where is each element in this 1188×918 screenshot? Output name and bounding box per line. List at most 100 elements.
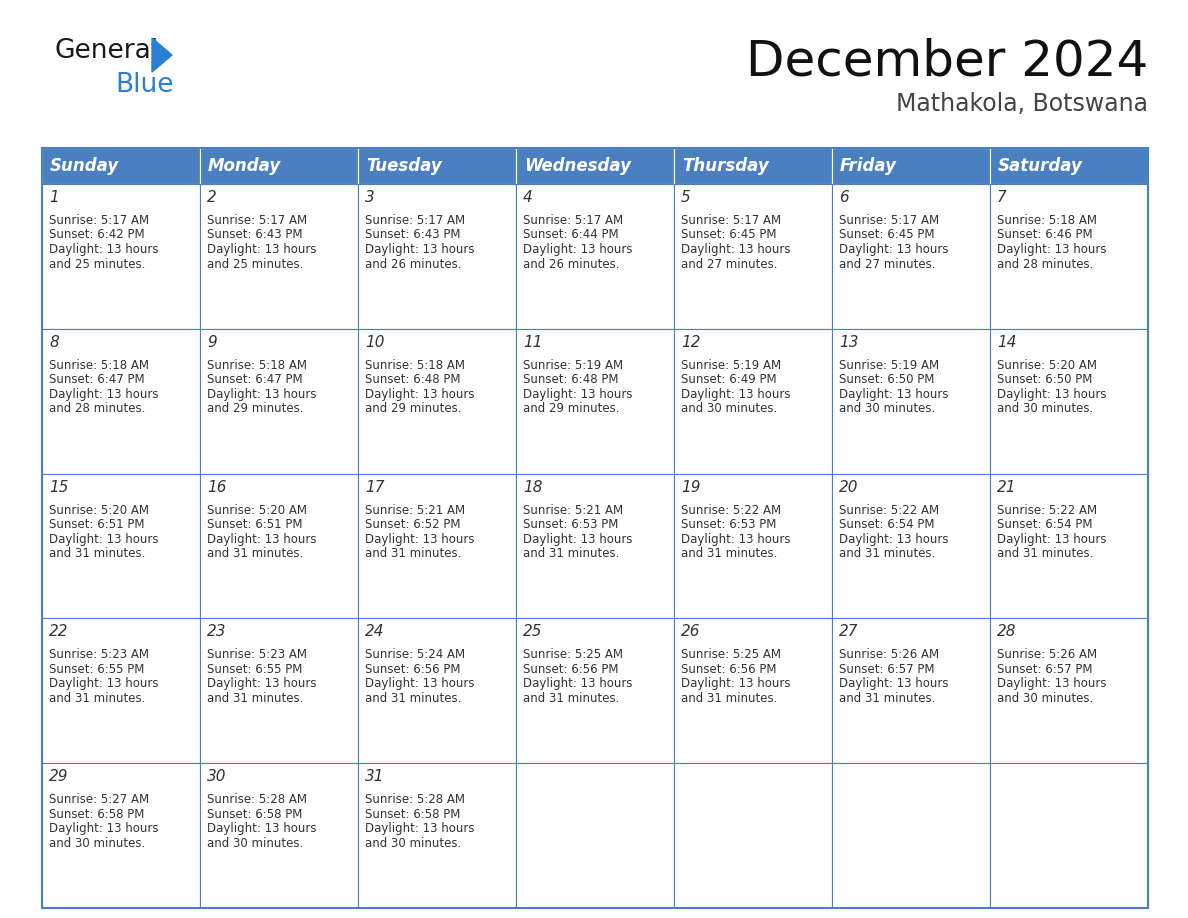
Text: Daylight: 13 hours: Daylight: 13 hours bbox=[681, 243, 790, 256]
Text: Daylight: 13 hours: Daylight: 13 hours bbox=[523, 243, 632, 256]
Text: and 31 minutes.: and 31 minutes. bbox=[523, 692, 619, 705]
Text: Sunrise: 5:22 AM: Sunrise: 5:22 AM bbox=[997, 504, 1098, 517]
Text: Daylight: 13 hours: Daylight: 13 hours bbox=[365, 823, 474, 835]
Text: Daylight: 13 hours: Daylight: 13 hours bbox=[49, 823, 158, 835]
Text: Sunset: 6:43 PM: Sunset: 6:43 PM bbox=[365, 229, 461, 241]
Text: Sunset: 6:58 PM: Sunset: 6:58 PM bbox=[365, 808, 461, 821]
Text: Sunset: 6:43 PM: Sunset: 6:43 PM bbox=[207, 229, 303, 241]
Text: and 31 minutes.: and 31 minutes. bbox=[523, 547, 619, 560]
Text: 8: 8 bbox=[49, 335, 58, 350]
Text: Sunrise: 5:23 AM: Sunrise: 5:23 AM bbox=[49, 648, 148, 661]
Text: 28: 28 bbox=[997, 624, 1017, 640]
Text: Sunset: 6:50 PM: Sunset: 6:50 PM bbox=[997, 374, 1093, 386]
Text: and 29 minutes.: and 29 minutes. bbox=[523, 402, 619, 415]
Text: Sunrise: 5:19 AM: Sunrise: 5:19 AM bbox=[839, 359, 940, 372]
Text: Daylight: 13 hours: Daylight: 13 hours bbox=[523, 677, 632, 690]
Text: Wednesday: Wednesday bbox=[524, 157, 631, 175]
Bar bbox=[200, 329, 358, 474]
Text: 26: 26 bbox=[681, 624, 701, 640]
Bar bbox=[990, 763, 1148, 908]
Text: Daylight: 13 hours: Daylight: 13 hours bbox=[839, 243, 948, 256]
Text: Sunrise: 5:17 AM: Sunrise: 5:17 AM bbox=[49, 214, 150, 227]
Text: 22: 22 bbox=[49, 624, 69, 640]
Text: Sunset: 6:58 PM: Sunset: 6:58 PM bbox=[207, 808, 303, 821]
Text: Sunday: Sunday bbox=[50, 157, 119, 175]
Text: Sunrise: 5:18 AM: Sunrise: 5:18 AM bbox=[365, 359, 465, 372]
Text: Daylight: 13 hours: Daylight: 13 hours bbox=[365, 532, 474, 545]
Bar bbox=[358, 184, 516, 329]
Text: Sunset: 6:48 PM: Sunset: 6:48 PM bbox=[523, 374, 619, 386]
Text: Sunrise: 5:25 AM: Sunrise: 5:25 AM bbox=[523, 648, 623, 661]
Text: Sunset: 6:45 PM: Sunset: 6:45 PM bbox=[839, 229, 935, 241]
Text: Daylight: 13 hours: Daylight: 13 hours bbox=[207, 387, 316, 401]
Text: and 30 minutes.: and 30 minutes. bbox=[207, 836, 303, 850]
Text: Daylight: 13 hours: Daylight: 13 hours bbox=[997, 387, 1106, 401]
Text: and 31 minutes.: and 31 minutes. bbox=[997, 547, 1093, 560]
Text: and 30 minutes.: and 30 minutes. bbox=[49, 836, 145, 850]
Text: Sunrise: 5:25 AM: Sunrise: 5:25 AM bbox=[681, 648, 781, 661]
Bar bbox=[358, 474, 516, 619]
Bar bbox=[674, 474, 832, 619]
Text: Sunset: 6:48 PM: Sunset: 6:48 PM bbox=[365, 374, 461, 386]
Text: Sunrise: 5:20 AM: Sunrise: 5:20 AM bbox=[997, 359, 1097, 372]
Text: Sunrise: 5:19 AM: Sunrise: 5:19 AM bbox=[681, 359, 782, 372]
Bar bbox=[990, 148, 1148, 184]
Bar bbox=[200, 474, 358, 619]
Text: Sunrise: 5:19 AM: Sunrise: 5:19 AM bbox=[523, 359, 624, 372]
Bar bbox=[674, 329, 832, 474]
Bar bbox=[42, 148, 200, 184]
Bar bbox=[832, 184, 990, 329]
Text: Sunset: 6:57 PM: Sunset: 6:57 PM bbox=[997, 663, 1093, 676]
Bar bbox=[42, 474, 200, 619]
Text: and 31 minutes.: and 31 minutes. bbox=[365, 692, 461, 705]
Text: Daylight: 13 hours: Daylight: 13 hours bbox=[997, 243, 1106, 256]
Text: 11: 11 bbox=[523, 335, 543, 350]
Text: 20: 20 bbox=[839, 479, 859, 495]
Text: Thursday: Thursday bbox=[682, 157, 769, 175]
Text: 9: 9 bbox=[207, 335, 216, 350]
Text: 14: 14 bbox=[997, 335, 1017, 350]
Text: Sunrise: 5:17 AM: Sunrise: 5:17 AM bbox=[207, 214, 308, 227]
Text: Sunrise: 5:18 AM: Sunrise: 5:18 AM bbox=[49, 359, 148, 372]
Text: Sunset: 6:46 PM: Sunset: 6:46 PM bbox=[997, 229, 1093, 241]
Bar bbox=[990, 184, 1148, 329]
Text: Daylight: 13 hours: Daylight: 13 hours bbox=[681, 677, 790, 690]
Text: and 31 minutes.: and 31 minutes. bbox=[681, 692, 777, 705]
Text: and 31 minutes.: and 31 minutes. bbox=[365, 547, 461, 560]
Text: Daylight: 13 hours: Daylight: 13 hours bbox=[365, 387, 474, 401]
Text: Sunrise: 5:21 AM: Sunrise: 5:21 AM bbox=[523, 504, 624, 517]
Text: Daylight: 13 hours: Daylight: 13 hours bbox=[207, 677, 316, 690]
Text: and 30 minutes.: and 30 minutes. bbox=[997, 402, 1093, 415]
Text: Blue: Blue bbox=[115, 72, 173, 98]
Text: Saturday: Saturday bbox=[998, 157, 1083, 175]
Bar bbox=[674, 619, 832, 763]
Text: and 30 minutes.: and 30 minutes. bbox=[365, 836, 461, 850]
Text: Daylight: 13 hours: Daylight: 13 hours bbox=[839, 387, 948, 401]
Text: Sunrise: 5:17 AM: Sunrise: 5:17 AM bbox=[365, 214, 466, 227]
Text: Sunrise: 5:17 AM: Sunrise: 5:17 AM bbox=[523, 214, 624, 227]
Text: Daylight: 13 hours: Daylight: 13 hours bbox=[207, 823, 316, 835]
Bar bbox=[42, 148, 1148, 908]
Text: Sunset: 6:52 PM: Sunset: 6:52 PM bbox=[365, 518, 461, 532]
Text: 12: 12 bbox=[681, 335, 701, 350]
Text: Sunrise: 5:17 AM: Sunrise: 5:17 AM bbox=[839, 214, 940, 227]
Text: Sunset: 6:58 PM: Sunset: 6:58 PM bbox=[49, 808, 145, 821]
Text: Sunset: 6:49 PM: Sunset: 6:49 PM bbox=[681, 374, 777, 386]
Text: and 27 minutes.: and 27 minutes. bbox=[681, 258, 777, 271]
Text: 23: 23 bbox=[207, 624, 227, 640]
Bar bbox=[990, 619, 1148, 763]
Text: Daylight: 13 hours: Daylight: 13 hours bbox=[365, 677, 474, 690]
Text: 30: 30 bbox=[207, 769, 227, 784]
Text: Daylight: 13 hours: Daylight: 13 hours bbox=[997, 532, 1106, 545]
Bar bbox=[832, 619, 990, 763]
Text: Mathakola, Botswana: Mathakola, Botswana bbox=[896, 92, 1148, 116]
Text: 7: 7 bbox=[997, 190, 1006, 205]
Text: Sunrise: 5:20 AM: Sunrise: 5:20 AM bbox=[49, 504, 148, 517]
Text: Daylight: 13 hours: Daylight: 13 hours bbox=[523, 387, 632, 401]
Text: Sunrise: 5:26 AM: Sunrise: 5:26 AM bbox=[839, 648, 940, 661]
Bar bbox=[516, 619, 674, 763]
Bar bbox=[358, 148, 516, 184]
Text: Daylight: 13 hours: Daylight: 13 hours bbox=[207, 532, 316, 545]
Polygon shape bbox=[152, 38, 172, 72]
Text: Sunset: 6:56 PM: Sunset: 6:56 PM bbox=[523, 663, 619, 676]
